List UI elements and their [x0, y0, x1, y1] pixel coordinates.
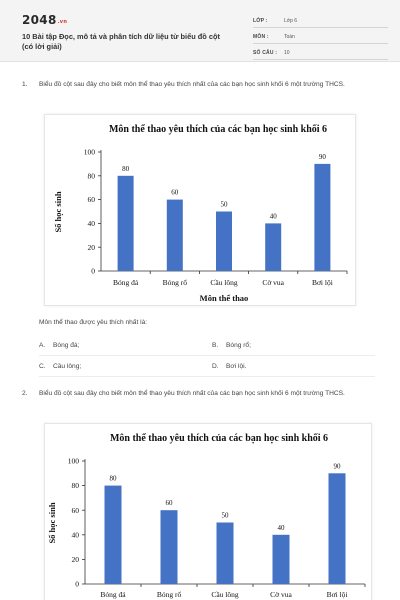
- chart-1: Môn thể thao yêu thích của các bạn học s…: [44, 114, 356, 306]
- logo-tld: .vn: [57, 19, 68, 25]
- question-prompt: Môn thể thao được yêu thích nhất là:: [39, 319, 148, 326]
- meta-label: SỐ CÂU :: [253, 49, 278, 56]
- data-label: 80: [110, 475, 118, 483]
- data-label: 90: [334, 462, 342, 470]
- meta-label: MÔN :: [253, 33, 269, 40]
- divider: [39, 355, 375, 356]
- data-label: 50: [222, 512, 230, 520]
- bar-2: [160, 510, 178, 584]
- data-label: 90: [319, 153, 327, 161]
- y-tick-label: 60: [72, 506, 80, 515]
- meta-value: 10: [284, 49, 290, 56]
- x-tick-label: Bơi lội: [327, 590, 348, 599]
- option-letter: B.: [212, 342, 219, 349]
- question-number: 2.: [22, 390, 28, 397]
- meta-row-count: SỐ CÂU : 10: [253, 46, 388, 60]
- bar-5: [328, 473, 346, 584]
- x-tick-label: Bóng đá: [113, 278, 139, 287]
- x-tick-label: Bóng rổ: [163, 278, 188, 287]
- meta-value: Lớp 6: [284, 17, 298, 24]
- logo-text: 2048: [22, 13, 57, 27]
- y-tick-label: 0: [91, 267, 95, 276]
- question-text: Biểu đồ cột sau đây cho biết môn thể tha…: [39, 81, 345, 88]
- option-text: Cầu lông;: [53, 363, 82, 370]
- data-label: 60: [166, 499, 174, 507]
- option-text: Bơi lội.: [226, 363, 247, 370]
- option-a[interactable]: A. Bóng đá;: [39, 342, 79, 349]
- y-tick-label: 40: [88, 219, 96, 228]
- data-label: 50: [221, 201, 229, 209]
- bar-1: [117, 175, 134, 271]
- site-logo[interactable]: 2048.vn: [22, 13, 67, 27]
- page-header: 2048.vn 10 Bài tập Đọc, mô tả và phân tí…: [0, 0, 400, 62]
- x-tick-label: Bơi lội: [312, 278, 333, 287]
- bar-2: [166, 199, 183, 271]
- x-axis-title: Môn thể thao: [200, 293, 249, 303]
- x-tick-label: Cầu lông: [210, 278, 238, 287]
- y-axis-title: Số học sinh: [53, 191, 63, 232]
- y-tick-label: 20: [88, 243, 96, 252]
- option-letter: D.: [212, 363, 219, 370]
- bar-3: [216, 211, 232, 271]
- x-tick-label: Bóng đá: [100, 590, 126, 599]
- y-tick-label: 100: [84, 148, 96, 157]
- data-label: 60: [171, 189, 179, 197]
- option-d[interactable]: D. Bơi lội.: [212, 363, 246, 370]
- y-tick-label: 20: [72, 555, 80, 564]
- bar-chart-svg: Môn thể thao yêu thích của các bạn học s…: [53, 124, 348, 303]
- divider: [39, 376, 375, 377]
- meta-value: Toán: [284, 33, 295, 40]
- bar-chart-svg: Môn thể thao yêu thích của các bạn học s…: [47, 433, 366, 599]
- option-text: Bóng rổ;: [226, 342, 251, 349]
- option-text: Bóng đá;: [53, 342, 80, 349]
- y-tick-label: 80: [72, 481, 80, 490]
- x-tick-label: Cầu lông: [211, 590, 239, 599]
- chart-2: Môn thể thao yêu thích của các bạn học s…: [44, 423, 372, 600]
- meta-table: LỚP : Lớp 6 MÔN : Toán SỐ CÂU : 10: [253, 14, 388, 62]
- y-tick-label: 100: [68, 457, 80, 466]
- y-tick-label: 80: [88, 171, 96, 180]
- option-c[interactable]: C. Cầu lông;: [39, 363, 81, 370]
- option-letter: A.: [39, 342, 46, 349]
- y-tick-label: 60: [88, 195, 96, 204]
- question-text: Biểu đồ cột sau đây cho biết môn thể tha…: [39, 390, 345, 397]
- x-tick-label: Cờ vua: [262, 278, 284, 287]
- bar-3: [216, 522, 234, 584]
- bar-4: [272, 534, 290, 584]
- chart-title: Môn thể thao yêu thích của các bạn học s…: [109, 124, 327, 135]
- x-tick-label: Bóng rổ: [157, 590, 182, 599]
- option-letter: C.: [39, 363, 46, 370]
- y-axis-title: Số học sinh: [47, 502, 57, 543]
- y-tick-label: 40: [72, 530, 80, 539]
- bar-1: [104, 485, 122, 584]
- chart-title: Môn thể thao yêu thích của các bạn học s…: [110, 433, 328, 444]
- bar-5: [314, 163, 331, 271]
- meta-row-class: LỚP : Lớp 6: [253, 14, 388, 28]
- data-label: 80: [122, 165, 130, 173]
- meta-row-subject: MÔN : Toán: [253, 30, 388, 44]
- data-label: 40: [278, 524, 286, 532]
- question-number: 1.: [22, 81, 28, 88]
- meta-label: LỚP :: [253, 17, 268, 24]
- option-b[interactable]: B. Bóng rổ;: [212, 342, 251, 349]
- data-label: 40: [270, 212, 278, 220]
- x-tick-label: Cờ vua: [270, 590, 292, 599]
- bar-4: [265, 223, 282, 271]
- page-title: 10 Bài tập Đọc, mô tả và phân tích dữ li…: [22, 32, 220, 51]
- y-tick-label: 0: [75, 580, 79, 589]
